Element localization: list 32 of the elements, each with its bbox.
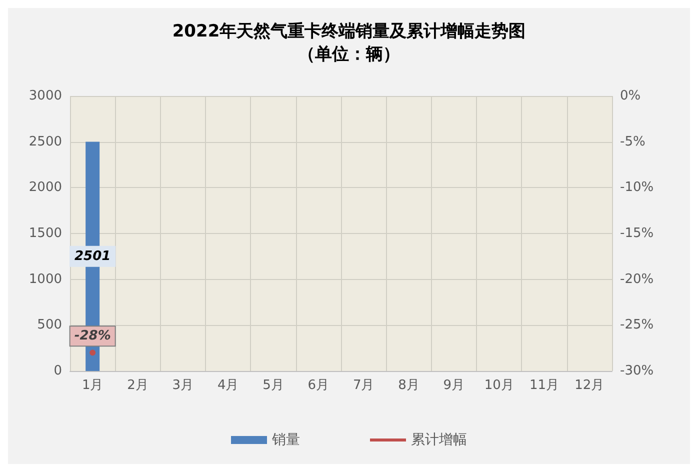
data-label: -28% [74, 328, 111, 344]
y-tick-label: 2000 [28, 180, 62, 196]
data-label: 2501 [74, 248, 111, 264]
x-tick-label: 12月 [574, 378, 604, 393]
y2-tick-label: -10% [620, 180, 654, 196]
y-tick-label: 3000 [28, 88, 62, 104]
x-tick-label: 10月 [484, 378, 514, 393]
legend-label: 销量 [271, 432, 300, 448]
y2-tick-label: -15% [620, 226, 654, 241]
chart-subtitle: （单位：辆） [298, 44, 400, 64]
y-tick-label: 1500 [28, 226, 62, 241]
x-tick-label: 11月 [529, 378, 560, 393]
y2-tick-label: -30% [620, 364, 654, 378]
x-tick-label: 5月 [262, 378, 284, 393]
y-tick-label: 2500 [28, 134, 62, 150]
y-tick-label: 1000 [28, 272, 62, 287]
y2-tick-label: -5% [620, 134, 646, 150]
x-tick-label: 1月 [82, 378, 104, 393]
x-tick-label: 7月 [352, 378, 374, 393]
x-tick-label: 3月 [172, 378, 194, 393]
x-tick-label: 9月 [443, 378, 465, 393]
y2-tick-label: -25% [620, 318, 654, 333]
x-tick-label: 2月 [127, 378, 148, 393]
y-tick-label: 500 [37, 318, 62, 333]
y2-tick-label: -20% [620, 272, 654, 287]
x-tick-label: 4月 [217, 378, 239, 393]
legend-label: 累计增幅 [411, 432, 467, 448]
y2-tick-label: 0% [620, 88, 641, 104]
chart-title: 2022年天然气重卡终端销量及累计增幅走势图 [172, 22, 526, 42]
x-tick-label: 6月 [308, 378, 330, 393]
y-tick-label: 0 [54, 364, 62, 378]
x-tick-label: 8月 [398, 378, 420, 393]
